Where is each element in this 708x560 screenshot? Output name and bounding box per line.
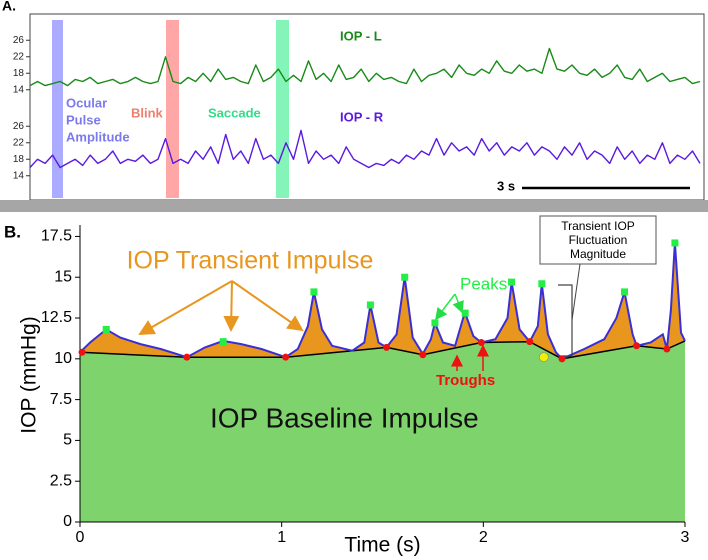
- trough: [558, 355, 566, 363]
- arrow: [138, 280, 233, 335]
- y-tick-label: 0: [63, 513, 72, 530]
- band-label: Ocular: [66, 95, 107, 110]
- trough: [183, 353, 191, 361]
- y-tick-label: 15: [54, 268, 72, 285]
- arrow: [435, 293, 456, 321]
- y-tick-label: 22: [13, 51, 25, 62]
- note-text: Magnitude: [570, 247, 626, 261]
- trough: [526, 338, 534, 346]
- event-band: [166, 20, 179, 198]
- peak: [366, 301, 374, 309]
- trough: [78, 348, 86, 356]
- bracket-lead: [571, 263, 581, 321]
- peak: [621, 288, 628, 296]
- trace: [29, 47, 701, 87]
- trough: [282, 353, 290, 361]
- panel-label: B.: [4, 222, 21, 241]
- y-tick-label: 26: [13, 121, 25, 132]
- peak: [401, 273, 409, 281]
- peak: [102, 325, 110, 333]
- trough: [383, 343, 391, 351]
- troughs-label: Troughs: [436, 372, 495, 389]
- x-tick-label: 3: [681, 529, 690, 546]
- peak: [461, 309, 469, 317]
- band-label: Saccade: [208, 105, 261, 120]
- arrow: [223, 280, 240, 332]
- trough: [633, 342, 641, 350]
- trace-label: IOP - L: [340, 28, 382, 43]
- y-tick-label: 26: [13, 35, 25, 46]
- peak: [219, 338, 227, 346]
- baseline-area: [80, 340, 685, 522]
- peaks-label: Peaks: [460, 274, 507, 293]
- y-tick-label: 17.5: [41, 228, 72, 245]
- note-text: Fluctuation: [569, 233, 628, 247]
- band-label: Pulse: [66, 112, 101, 127]
- event-band: [52, 20, 63, 198]
- note-box: [539, 215, 657, 265]
- y-tick-label: 10: [54, 350, 72, 367]
- panel-label: A.: [2, 0, 16, 14]
- peak: [431, 319, 439, 327]
- trough: [419, 351, 427, 359]
- trace: [29, 129, 701, 169]
- trough: [477, 338, 485, 346]
- bracket: [558, 284, 573, 357]
- arrow: [452, 293, 464, 314]
- trace-label: IOP - R: [340, 109, 384, 124]
- transient-line: [79, 242, 686, 361]
- x-axis-label: Time (s): [344, 534, 420, 557]
- highlight-point: [539, 352, 549, 362]
- peak: [508, 278, 516, 286]
- separator: [0, 200, 708, 212]
- x-tick-label: 1: [277, 529, 286, 546]
- y-tick-label: 22: [13, 137, 25, 148]
- y-tick-label: 7.5: [50, 391, 72, 408]
- series-label: IOP Baseline Impulse: [210, 402, 479, 433]
- x-tick-label: 2: [479, 529, 488, 546]
- band-label: Blink: [131, 105, 164, 120]
- peak: [538, 280, 546, 288]
- y-tick-label: 18: [13, 154, 25, 165]
- y-tick-label: 14: [13, 170, 25, 181]
- y-tick-label: 14: [13, 84, 25, 95]
- arrow: [231, 280, 304, 332]
- series-label: IOP Transient Impulse: [127, 247, 374, 275]
- y-tick-label: 12.5: [41, 309, 72, 326]
- panel-a-frame: [29, 13, 705, 201]
- y-tick-label: 18: [13, 68, 25, 79]
- event-band: [276, 20, 289, 198]
- note-text: Transient IOP: [561, 219, 635, 233]
- y-tick-label: 2.5: [50, 472, 72, 489]
- peak: [310, 288, 318, 296]
- y-tick-label: 5: [63, 432, 72, 449]
- y-axis-label: IOP (mmHg): [18, 316, 41, 433]
- scale-bar-label: 3 s: [497, 178, 515, 193]
- peak: [671, 239, 679, 247]
- trough: [663, 345, 671, 353]
- x-tick-label: 0: [76, 529, 85, 546]
- band-label: Amplitude: [66, 129, 130, 144]
